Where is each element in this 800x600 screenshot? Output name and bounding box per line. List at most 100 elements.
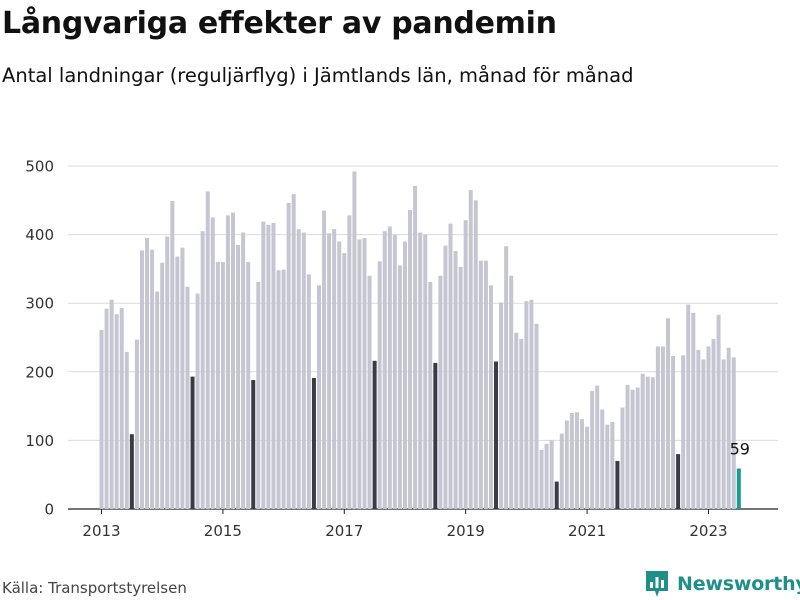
bar	[655, 346, 660, 509]
bar	[514, 332, 519, 509]
bar	[590, 391, 595, 509]
brand-logo[interactable]: Newsworthy	[644, 569, 800, 599]
x-tick-label: 2019	[447, 522, 485, 540]
bar-july	[554, 481, 559, 509]
bar	[610, 421, 615, 509]
bar	[195, 293, 200, 509]
bar	[468, 190, 473, 509]
bar	[316, 285, 321, 509]
bar	[605, 424, 610, 509]
bar	[701, 359, 706, 509]
bar	[220, 262, 225, 509]
bar	[99, 329, 104, 509]
bar-july	[190, 376, 195, 509]
bar	[574, 412, 579, 509]
x-tick-label: 2017	[325, 522, 363, 540]
bar-july	[615, 460, 620, 509]
bar	[170, 200, 175, 510]
bar	[711, 338, 716, 509]
bar	[139, 250, 144, 509]
bar	[726, 347, 731, 509]
bar	[160, 262, 165, 509]
y-tick-label: 0	[44, 501, 54, 519]
bar	[342, 253, 347, 509]
bar	[504, 246, 509, 509]
data-label-latest: 59	[730, 440, 750, 459]
bar	[671, 356, 676, 509]
x-axis-ticks: 2013 2015 2017 2019 2021 2023	[82, 509, 728, 540]
x-tick-label: 2023	[689, 522, 727, 540]
bar	[640, 373, 645, 509]
bar	[483, 260, 488, 509]
bar	[367, 275, 372, 509]
bar	[509, 275, 514, 509]
bar	[691, 312, 696, 509]
bar	[286, 203, 291, 510]
bar	[569, 412, 574, 509]
bar	[256, 281, 261, 509]
bar	[580, 419, 585, 509]
chart-subtitle: Antal landningar (reguljärflyg) i Jämtla…	[2, 64, 634, 87]
bar	[443, 245, 448, 509]
bar	[377, 261, 382, 509]
bar	[215, 262, 220, 509]
bar	[104, 308, 109, 509]
bar	[155, 291, 160, 509]
y-tick-label: 400	[25, 226, 54, 244]
bar	[478, 260, 483, 509]
bar	[519, 338, 524, 509]
bar	[291, 194, 296, 509]
bar	[225, 215, 230, 509]
bar	[382, 231, 387, 510]
bar	[322, 210, 327, 509]
bar	[150, 249, 155, 509]
y-tick-label: 500	[25, 158, 54, 176]
annotations: 59	[730, 440, 750, 459]
bar	[499, 302, 504, 509]
bar	[276, 270, 281, 509]
x-tick-label: 2015	[204, 522, 242, 540]
bar	[397, 265, 402, 509]
bar	[549, 440, 554, 509]
bar	[124, 351, 129, 509]
bar	[180, 247, 185, 509]
bar	[448, 223, 453, 509]
bar	[544, 443, 549, 509]
source-note: Källa: Transportstyrelsen	[2, 579, 187, 597]
bar	[185, 286, 190, 509]
bar	[716, 314, 721, 509]
bar	[731, 357, 736, 509]
bar	[231, 212, 236, 509]
bar	[114, 314, 119, 509]
bar	[564, 420, 569, 509]
bar	[145, 238, 150, 509]
bar-july	[311, 377, 316, 509]
bar	[524, 301, 529, 509]
bar	[402, 241, 407, 509]
bar	[241, 232, 246, 510]
bar	[236, 244, 241, 509]
bar	[418, 232, 423, 510]
y-tick-label: 300	[25, 295, 54, 313]
bar	[585, 426, 590, 509]
bar	[453, 251, 458, 509]
bar	[165, 236, 170, 509]
bar	[706, 346, 711, 509]
bar	[271, 222, 276, 509]
bar	[408, 209, 413, 509]
bar	[413, 185, 418, 509]
bar	[205, 191, 210, 509]
bar	[463, 220, 468, 509]
bar	[392, 234, 397, 509]
bar	[246, 262, 251, 509]
bar	[352, 171, 357, 510]
bar	[423, 234, 428, 509]
y-axis-ticks: 0 100 200 300 400 500	[25, 158, 54, 519]
bar	[458, 266, 463, 509]
bar	[473, 200, 478, 510]
bars	[99, 171, 741, 510]
bar	[301, 232, 306, 510]
bar	[332, 229, 337, 510]
bar	[534, 323, 539, 509]
